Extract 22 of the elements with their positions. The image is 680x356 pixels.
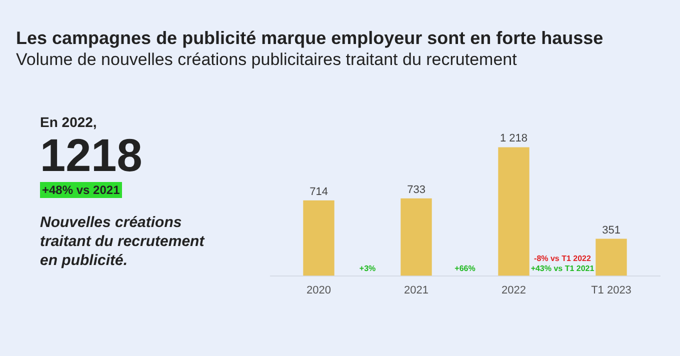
x-tick-label: 2021 <box>404 284 428 296</box>
bar <box>498 147 530 276</box>
text: +48% vs 2021 <box>40 182 122 198</box>
annotation: +3% <box>359 264 376 274</box>
x-tick-label: T1 2023 <box>591 284 632 296</box>
data-label: 733 <box>407 184 426 196</box>
annotation: +66% <box>454 264 476 274</box>
annotation: -8% vs T1 2022 <box>534 254 592 264</box>
chart-title: Les campagnes de publicité marque employeur sont en forte hausse <box>16 28 604 49</box>
text: En 2022, <box>40 114 98 130</box>
bar <box>400 198 432 276</box>
bar <box>596 238 627 276</box>
x-tick-label: 2020 <box>306 284 331 296</box>
bar <box>303 200 334 276</box>
chart-subtitle: Volume de nouvelles créations publicitaires traitant du recrutement <box>16 50 517 70</box>
text: 1218 <box>40 129 144 181</box>
data-label: 351 <box>602 224 620 236</box>
data-label: 1 218 <box>500 132 528 145</box>
text: Nouvelles créations traitant du recrutement en publicité. <box>40 213 206 270</box>
annotation: +43% vs T1 2021 <box>530 264 595 274</box>
x-tick-label: 2022 <box>502 284 526 296</box>
data-label: 714 <box>310 186 328 198</box>
